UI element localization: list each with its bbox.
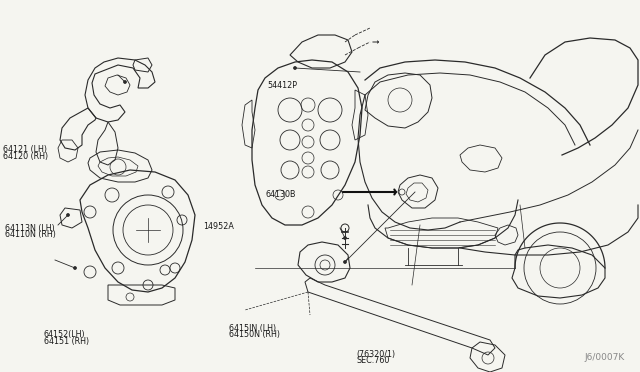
Text: J6/0007K: J6/0007K bbox=[585, 353, 625, 362]
Text: 64121 (LH): 64121 (LH) bbox=[3, 145, 47, 154]
Text: 64152(LH): 64152(LH) bbox=[44, 330, 85, 339]
Circle shape bbox=[74, 266, 77, 269]
Text: 64113N (LH): 64113N (LH) bbox=[5, 224, 55, 232]
Circle shape bbox=[124, 80, 127, 83]
Text: SEC.760: SEC.760 bbox=[356, 356, 390, 365]
Text: 54412P: 54412P bbox=[268, 81, 298, 90]
Text: (76320/1): (76320/1) bbox=[356, 350, 396, 359]
Text: 64150N (RH): 64150N (RH) bbox=[229, 330, 280, 339]
Text: 64110N (RH): 64110N (RH) bbox=[5, 230, 56, 239]
Text: 64151 (RH): 64151 (RH) bbox=[44, 337, 89, 346]
Text: 64120 (RH): 64120 (RH) bbox=[3, 152, 49, 161]
Text: 14952A: 14952A bbox=[204, 222, 234, 231]
Circle shape bbox=[344, 237, 346, 240]
Circle shape bbox=[344, 260, 346, 263]
Text: 6415IN (LH): 6415IN (LH) bbox=[229, 324, 276, 333]
Circle shape bbox=[294, 67, 296, 70]
Circle shape bbox=[67, 214, 70, 217]
Text: 64130B: 64130B bbox=[266, 190, 296, 199]
